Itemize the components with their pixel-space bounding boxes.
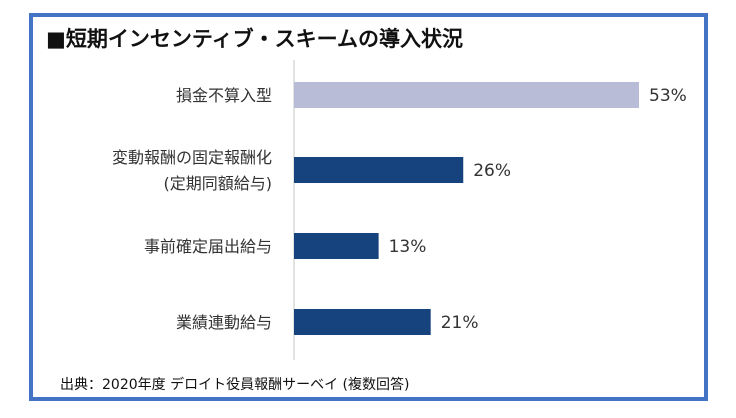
bar-2 (294, 157, 464, 183)
chart-frame (29, 13, 708, 401)
category-label-2-line-1: 変動報酬の固定報酬化 (112, 148, 272, 167)
chart-title: ■短期インセンティブ・スキームの導入状況 (46, 27, 463, 51)
value-label-1: 53% (649, 86, 687, 106)
category-label-2-line-2: (定期同額給与) (164, 174, 273, 193)
bar-3 (294, 233, 379, 259)
category-label-4: 業績連動給与 (176, 313, 272, 332)
category-label-3: 事前確定届出給与 (144, 237, 272, 256)
bar-4 (294, 309, 431, 335)
category-label-1: 損金不算入型 (176, 86, 272, 105)
value-label-2: 26% (473, 161, 511, 181)
bar-1 (294, 82, 639, 108)
value-label-4: 21% (441, 313, 479, 333)
value-label-3: 13% (389, 237, 427, 257)
source-note: 出典：2020年度 デロイト役員報酬サーベイ (複数回答) (60, 377, 410, 393)
